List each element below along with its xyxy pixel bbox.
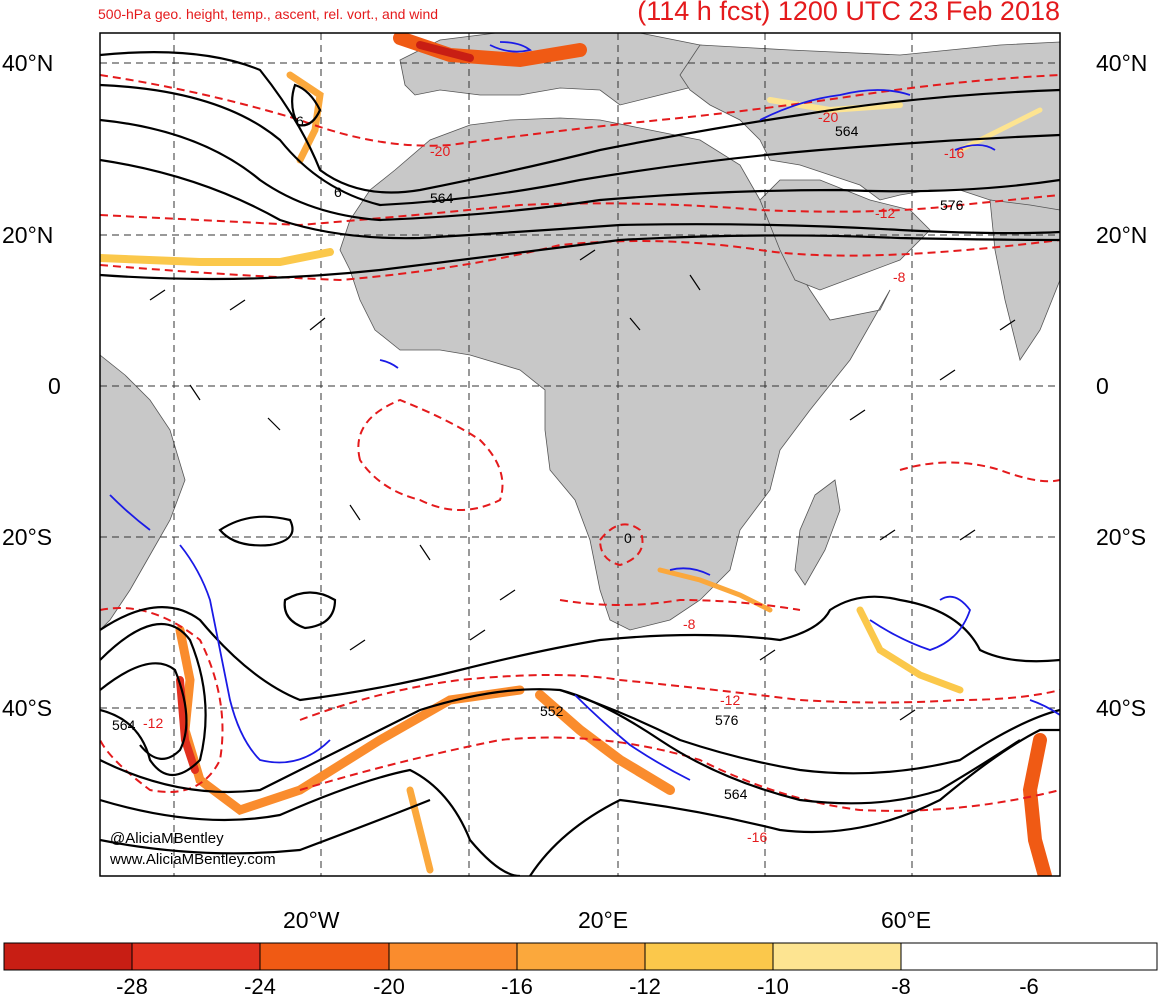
colorbar-label: -28 (116, 974, 148, 999)
height-contours (100, 51, 1060, 876)
lat-label-20s: 20°S (2, 524, 53, 550)
height-label: 576 (940, 197, 964, 213)
colorbar-label: -16 (501, 974, 533, 999)
lat-label-40s: 40°S (2, 695, 53, 721)
lat-label-eq: 0 (48, 373, 61, 399)
product-title: 500-hPa geo. height, temp., ascent, rel.… (98, 6, 439, 22)
height-label: 564 (835, 123, 859, 139)
temp-label: -8 (893, 269, 906, 285)
temp-label: -20 (430, 143, 450, 159)
lat-label-40s-right: 40°S (1096, 695, 1147, 721)
lat-label-20n: 20°N (2, 222, 54, 248)
temp-label: -16 (944, 145, 964, 161)
map-frame (99, 32, 1061, 877)
temp-label: -12 (875, 205, 895, 221)
temperature-contour-labels: -20 -8 -12 -8 -12 -12 -16 -20 -16 0 (143, 109, 964, 845)
colorbar-label: -20 (373, 974, 405, 999)
lat-label-20s-right: 20°S (1096, 524, 1147, 550)
height-label: 564 (112, 717, 136, 733)
lon-label-60e: 60°E (881, 907, 932, 933)
lat-label-40n: 40°N (2, 50, 54, 76)
height-contour-labels: 564 564 576 564 552 576 564 6 6 (112, 113, 964, 802)
colorbar (3, 942, 1158, 971)
temp-label: 0 (624, 530, 632, 546)
temp-label: -12 (720, 692, 740, 708)
credit-website: www.AliciaMBentley.com (110, 851, 276, 868)
height-label: 6 (296, 113, 304, 129)
colorbar-label: -24 (244, 974, 276, 999)
colorbar-label: -8 (891, 974, 911, 999)
lat-label-eq-right: 0 (1096, 373, 1109, 399)
colorbar-label: -10 (757, 974, 789, 999)
temp-label: -12 (143, 715, 163, 731)
temp-label: -16 (747, 829, 767, 845)
colorbar-label: -12 (629, 974, 661, 999)
lon-label-20w: 20°W (283, 907, 340, 933)
forecast-title: (114 h fcst) 1200 UTC 23 Feb 2018 (637, 0, 1060, 26)
height-label: 552 (540, 703, 564, 719)
lat-label-40n-right: 40°N (1096, 50, 1148, 76)
colorbar-label: -6 (1019, 974, 1039, 999)
lon-label-20e: 20°E (578, 907, 629, 933)
lat-label-20n-right: 20°N (1096, 222, 1148, 248)
height-label: 576 (715, 712, 739, 728)
height-label: 564 (430, 190, 454, 206)
temp-label: -8 (683, 616, 696, 632)
height-label: 564 (724, 786, 748, 802)
credit-handle: @AliciaMBentley (110, 830, 224, 847)
vorticity-contours (109, 41, 1060, 781)
grid-lines (100, 33, 1060, 876)
height-label: 6 (334, 184, 342, 200)
wind-barbs (149, 249, 1016, 721)
temp-label: -20 (818, 109, 838, 125)
ascent-shading (100, 33, 1052, 876)
